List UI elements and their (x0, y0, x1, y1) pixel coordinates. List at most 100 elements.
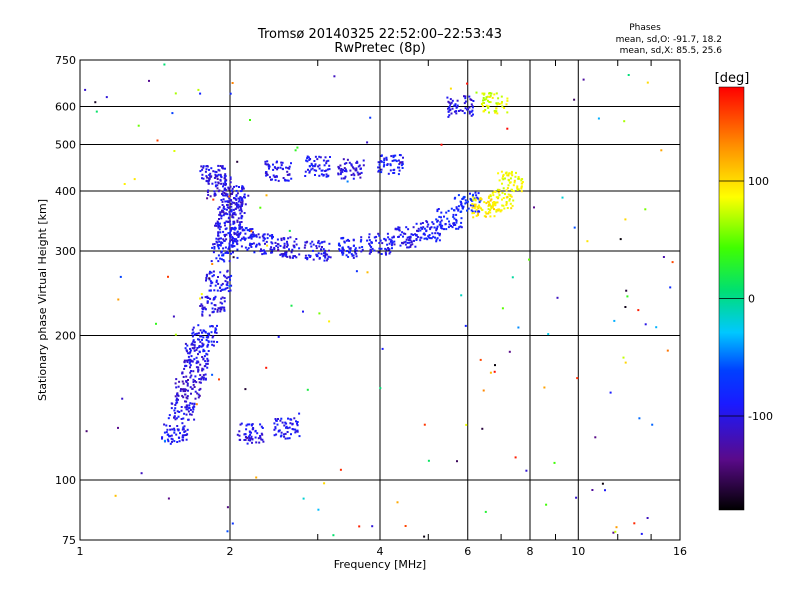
y-tick-label: 500 (55, 139, 76, 152)
data-point (556, 296, 559, 299)
data-point (217, 181, 220, 184)
data-point (180, 388, 182, 391)
data-point (189, 347, 191, 350)
data-point (215, 281, 218, 284)
data-point (586, 240, 589, 243)
data-point (419, 239, 422, 242)
data-point (224, 178, 227, 181)
data-point (252, 427, 255, 430)
data-point (217, 245, 220, 248)
data-point (205, 275, 208, 278)
data-point (456, 460, 458, 463)
data-point (264, 242, 266, 245)
data-point (216, 174, 219, 177)
data-point (174, 407, 177, 410)
data-point (271, 251, 274, 254)
data-point (251, 233, 254, 236)
data-point (216, 289, 219, 292)
data-point (471, 212, 474, 215)
data-point (399, 161, 402, 164)
data-point (219, 212, 222, 215)
data-point (220, 284, 223, 287)
data-point (239, 212, 242, 215)
data-point (181, 434, 184, 437)
data-point (474, 199, 477, 202)
data-point (308, 158, 311, 161)
data-point (349, 249, 352, 252)
data-point (232, 227, 235, 230)
data-point (221, 288, 224, 291)
data-point (500, 95, 503, 98)
data-point (185, 404, 188, 407)
data-point (340, 237, 343, 240)
data-point (207, 189, 210, 192)
data-point (217, 225, 220, 227)
data-point (263, 250, 266, 253)
data-point (328, 320, 331, 323)
data-point (324, 256, 327, 259)
data-point (173, 440, 176, 443)
data-point (488, 211, 490, 214)
data-point (489, 215, 492, 218)
data-point (438, 223, 441, 226)
data-point (464, 202, 467, 205)
data-point (259, 435, 262, 437)
data-point (237, 234, 240, 237)
data-point (487, 205, 490, 208)
data-point (210, 282, 213, 285)
data-point (209, 195, 212, 198)
data-point (391, 242, 394, 245)
data-point (624, 306, 627, 308)
data-point (199, 305, 202, 307)
data-point (265, 366, 268, 369)
data-point (246, 229, 249, 232)
data-point (320, 241, 323, 244)
data-point (217, 232, 220, 235)
data-point (215, 222, 217, 225)
data-point (276, 168, 279, 171)
data-point (234, 213, 237, 216)
data-point (573, 226, 576, 229)
data-point (507, 184, 510, 187)
data-point (386, 164, 389, 166)
data-point (439, 225, 442, 228)
data-point (203, 306, 206, 309)
data-point (211, 246, 214, 249)
data-point (223, 222, 226, 224)
data-point (185, 349, 188, 352)
data-point (500, 209, 503, 212)
data-point (516, 188, 519, 191)
data-point (240, 216, 243, 219)
data-point (481, 103, 483, 105)
data-point (199, 335, 202, 338)
data-point (170, 437, 173, 440)
data-point (233, 228, 236, 231)
data-point (232, 208, 235, 211)
data-point (263, 237, 266, 240)
x-tick-label: 16 (673, 545, 687, 558)
data-point (241, 226, 243, 229)
data-point (456, 105, 459, 108)
data-point (218, 218, 220, 220)
data-point (205, 175, 208, 178)
data-point (447, 209, 450, 212)
data-point (288, 437, 291, 440)
data-point (609, 391, 612, 394)
data-point (207, 182, 210, 185)
data-point (474, 198, 477, 201)
data-point (345, 162, 348, 165)
data-point (171, 402, 174, 405)
data-point (231, 245, 234, 248)
data-point (403, 241, 406, 244)
data-point (359, 168, 362, 170)
data-point (415, 222, 418, 225)
data-point (488, 92, 491, 94)
data-point (511, 189, 513, 192)
data-point (168, 414, 171, 417)
data-point (285, 166, 288, 169)
data-point (495, 107, 498, 110)
data-point (184, 430, 187, 433)
data-point (237, 236, 240, 238)
data-point (490, 92, 493, 95)
